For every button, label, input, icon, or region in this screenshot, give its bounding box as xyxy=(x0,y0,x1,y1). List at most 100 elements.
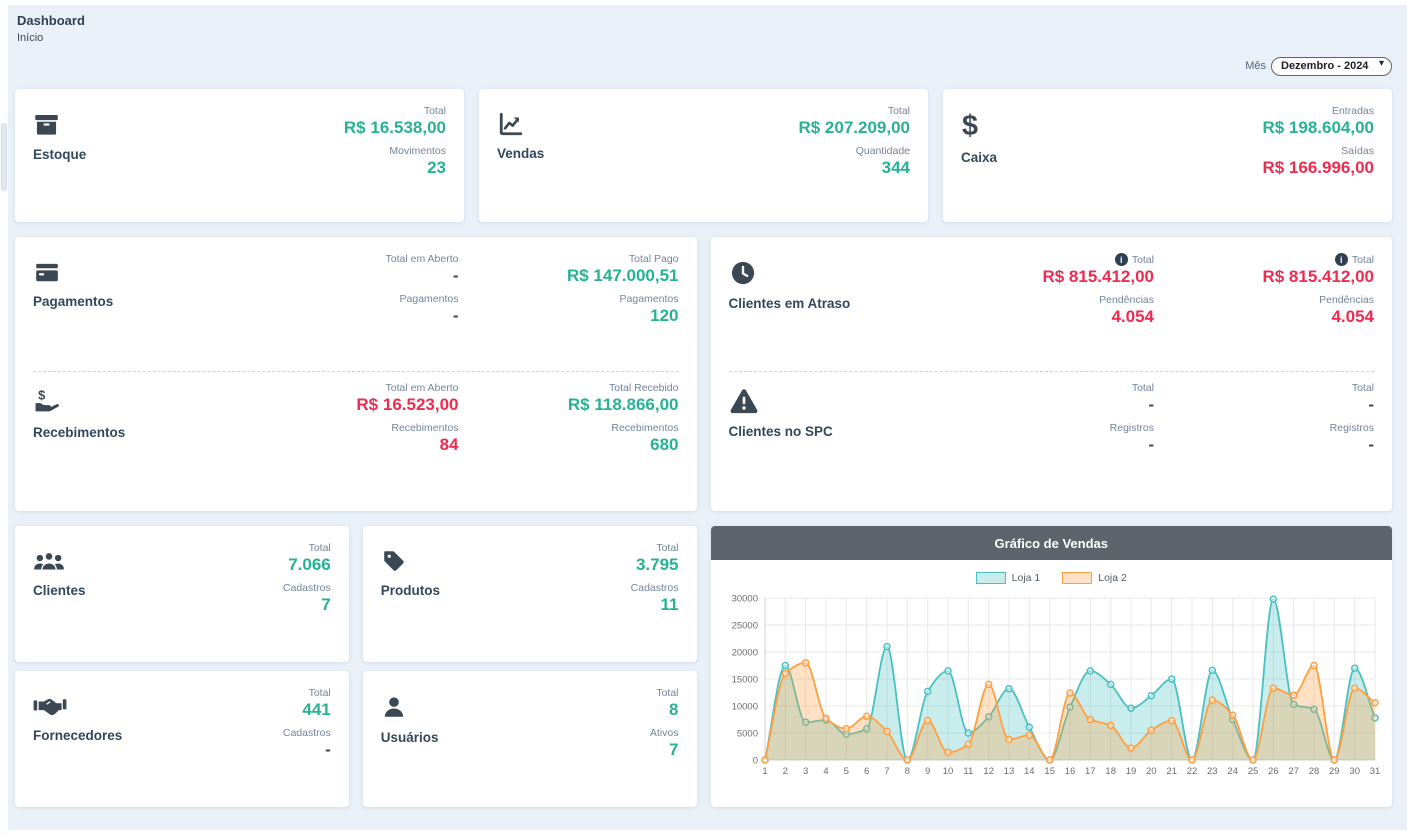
dollar-icon: $ xyxy=(961,111,979,141)
stat: Total Pago R$ 147.000,51 xyxy=(489,253,679,286)
stat: Recebimentos 84 xyxy=(269,421,459,455)
stat: Registros - xyxy=(1184,422,1374,455)
stat-value: R$ 118.866,00 xyxy=(567,394,679,414)
svg-text:10000: 10000 xyxy=(731,702,757,713)
svg-text:31: 31 xyxy=(1369,766,1380,777)
svg-text:27: 27 xyxy=(1288,766,1299,777)
stat-value: 11 xyxy=(660,595,679,615)
month-select-wrap: Dezembro - 2024 xyxy=(1271,56,1392,76)
stat-label: Cadastros xyxy=(282,727,331,740)
stat-label: Cadastros xyxy=(282,582,331,595)
svg-text:17: 17 xyxy=(1085,766,1096,777)
left-scrollbar-thumb[interactable] xyxy=(1,123,7,191)
stat: Pagamentos 120 xyxy=(489,293,679,326)
svg-text:18: 18 xyxy=(1105,766,1116,777)
produtos-card: Produtos Total 3.795 Cadastros 11 xyxy=(362,526,697,662)
page-header: Dashboard Início xyxy=(8,5,1407,44)
legend-item-loja1[interactable]: Loja 1 xyxy=(975,572,1041,584)
stat-label: Total xyxy=(1351,381,1374,394)
card-title: Clientes em Atraso xyxy=(728,296,851,311)
stat-value: 8 xyxy=(669,700,679,719)
stat-value: R$ 815.412,00 xyxy=(1042,267,1154,286)
svg-text:8: 8 xyxy=(904,766,909,777)
stat: Pendências 4.054 xyxy=(1184,294,1374,327)
card-title: Caixa xyxy=(961,150,998,165)
handshake-icon xyxy=(33,693,67,719)
card-title: Vendas xyxy=(497,146,545,161)
breadcrumb[interactable]: Início xyxy=(17,32,44,44)
stat: Cadastros 11 xyxy=(489,582,679,615)
svg-text:$: $ xyxy=(962,111,978,141)
stat-label: Registros xyxy=(1329,421,1374,434)
svg-text:15: 15 xyxy=(1044,766,1055,777)
stat-value: 344 xyxy=(881,158,910,178)
stat-label: Entradas xyxy=(1331,105,1374,117)
stat-value: 3.795 xyxy=(635,555,679,574)
svg-text:28: 28 xyxy=(1308,766,1319,777)
stat: Total R$ 815.412,00 xyxy=(1184,253,1374,287)
svg-text:23: 23 xyxy=(1207,766,1218,777)
stat: Movimentos 23 xyxy=(256,145,446,178)
legend-item-loja2[interactable]: Loja 2 xyxy=(1062,572,1127,584)
svg-text:25: 25 xyxy=(1247,766,1258,777)
stat-label: Quantidade xyxy=(855,145,910,158)
card-title: Pagamentos xyxy=(33,294,114,309)
stat-value: 7 xyxy=(321,595,331,615)
stat: Total - xyxy=(1184,382,1374,415)
info-icon[interactable] xyxy=(1334,253,1348,266)
month-select[interactable]: Dezembro - 2024 xyxy=(1271,57,1392,76)
stat-label: Pendências xyxy=(1319,294,1374,307)
stat: Cadastros - xyxy=(141,727,331,760)
info-icon[interactable] xyxy=(1114,253,1128,266)
svg-text:30000: 30000 xyxy=(731,594,757,605)
svg-text:13: 13 xyxy=(1003,766,1014,777)
svg-text:3: 3 xyxy=(803,766,808,777)
svg-text:2: 2 xyxy=(782,766,787,777)
stat: Total R$ 815.412,00 xyxy=(964,253,1154,287)
svg-text:10: 10 xyxy=(942,766,953,777)
stat-label: Total Pago xyxy=(628,253,679,265)
legend-label: Loja 1 xyxy=(1011,572,1041,584)
pagamentos-section: Pagamentos Total em Aberto - Pagamentos … xyxy=(33,253,679,367)
stat-value: R$ 147.000,51 xyxy=(566,266,679,285)
stat-label: Total Recebido xyxy=(609,381,679,394)
stat-label-text: Total xyxy=(1131,253,1154,266)
stat: Total - xyxy=(964,382,1154,415)
stat-label: Recebimentos xyxy=(391,421,459,434)
stat-label: Recebimentos xyxy=(611,421,679,434)
svg-text:24: 24 xyxy=(1227,766,1238,777)
stat: Total em Aberto R$ 16.523,00 xyxy=(269,382,458,415)
card-title: Recebimentos xyxy=(33,424,126,440)
stat: Total R$ 16.538,00 xyxy=(256,105,446,138)
card-title: Clientes xyxy=(33,583,86,598)
svg-text:20000: 20000 xyxy=(731,648,757,659)
stat-value: - xyxy=(1368,394,1374,414)
svg-text:12: 12 xyxy=(983,766,994,777)
sales-chart-card: Gráfico de Vendas Loja 1 Loja 2 0 5000 100… xyxy=(710,526,1392,807)
svg-text:11: 11 xyxy=(963,766,973,777)
stat: Total em Aberto - xyxy=(269,253,459,286)
stat-label-text: Total xyxy=(1351,253,1374,266)
chart-legend: Loja 1 Loja 2 xyxy=(719,569,1385,587)
clientes-card: Clientes Total 7.066 Cadastros 7 xyxy=(15,526,349,662)
stat-value: R$ 207.209,00 xyxy=(798,118,910,137)
box-icon xyxy=(33,111,60,138)
fornecedores-card: Fornecedores Total 441 Cadastros - xyxy=(15,671,349,807)
stat: Total R$ 207.209,00 xyxy=(720,105,910,138)
stat-label: Movimentos xyxy=(389,145,446,158)
svg-text:0: 0 xyxy=(752,756,757,767)
svg-text:21: 21 xyxy=(1166,766,1177,777)
stat-label: Saídas xyxy=(1341,145,1374,158)
card-title: Produtos xyxy=(380,583,440,598)
svg-text:26: 26 xyxy=(1268,766,1279,777)
tag-icon xyxy=(381,548,407,574)
svg-text:4: 4 xyxy=(823,766,828,777)
stat-label: Total xyxy=(308,687,331,699)
users-icon xyxy=(33,548,65,574)
credit-card-icon xyxy=(33,259,61,285)
stat: Total Recebido R$ 118.866,00 xyxy=(489,382,679,415)
svg-text:30: 30 xyxy=(1349,766,1360,777)
legend-swatch-loja1 xyxy=(975,572,1006,584)
left-scrollbar-track xyxy=(0,0,8,836)
